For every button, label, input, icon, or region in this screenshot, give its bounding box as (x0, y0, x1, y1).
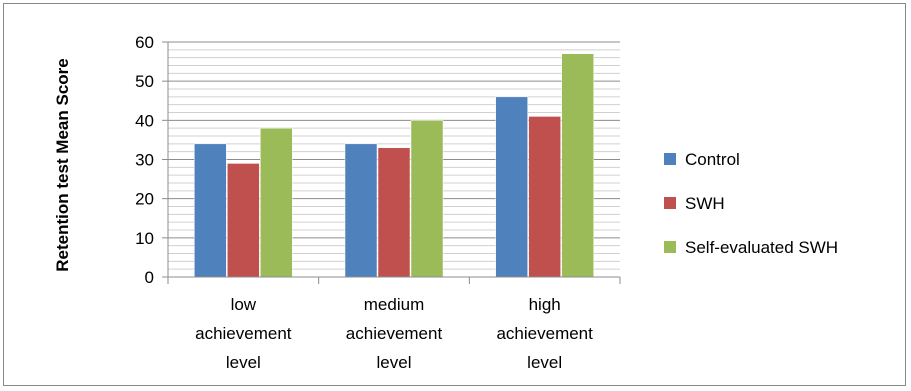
category-label-line: achievement (496, 324, 593, 343)
category-label-line: achievement (195, 324, 292, 343)
bar-control-3 (495, 96, 528, 278)
y-tick-label: 40 (135, 111, 154, 130)
y-tick-label: 60 (135, 33, 154, 52)
bar-swh-2 (377, 147, 411, 278)
legend-label: Self-evaluated SWH (685, 238, 838, 257)
category-label: medium achievement level (346, 295, 443, 372)
category-label-line: level (226, 353, 261, 372)
bars (194, 53, 594, 278)
legend-swatch (664, 153, 676, 165)
category-label-line: medium (364, 295, 424, 314)
legend: Control SWH Self-evaluated SWH (664, 150, 838, 257)
legend-label: Control (685, 150, 740, 169)
bar-self-evaluated-swh-2 (410, 120, 444, 278)
category-label: high achievement level (496, 295, 593, 372)
category-label: low achievement level (195, 295, 292, 372)
legend-label: SWH (685, 194, 725, 213)
bar-control-2 (344, 143, 378, 278)
y-tick-label: 50 (135, 72, 154, 91)
chart-frame (3, 3, 906, 386)
bar-self-evaluated-swh-3 (561, 53, 594, 278)
bar-self-evaluated-swh-1 (260, 127, 293, 278)
category-labels: low achievement level medium achievement leve… (195, 295, 593, 372)
category-label-line: high (529, 295, 561, 314)
axes (162, 41, 621, 284)
y-tick-label: 10 (135, 229, 154, 248)
bar-control-1 (194, 143, 227, 278)
y-axis-label: Retention test Mean Score (53, 58, 72, 272)
category-label-line: level (527, 353, 562, 372)
bar-swh-1 (227, 163, 260, 278)
category-label-line: achievement (346, 324, 443, 343)
category-label-line: level (377, 353, 412, 372)
legend-swatch (664, 197, 676, 209)
bar-swh-3 (528, 116, 561, 278)
legend-swatch (664, 241, 676, 253)
y-tick-labels: 0 10 20 30 40 50 60 (135, 33, 154, 287)
y-tick-label: 0 (145, 268, 154, 287)
y-tick-label: 20 (135, 190, 154, 209)
category-label-line: low (231, 295, 257, 314)
y-tick-label: 30 (135, 151, 154, 170)
